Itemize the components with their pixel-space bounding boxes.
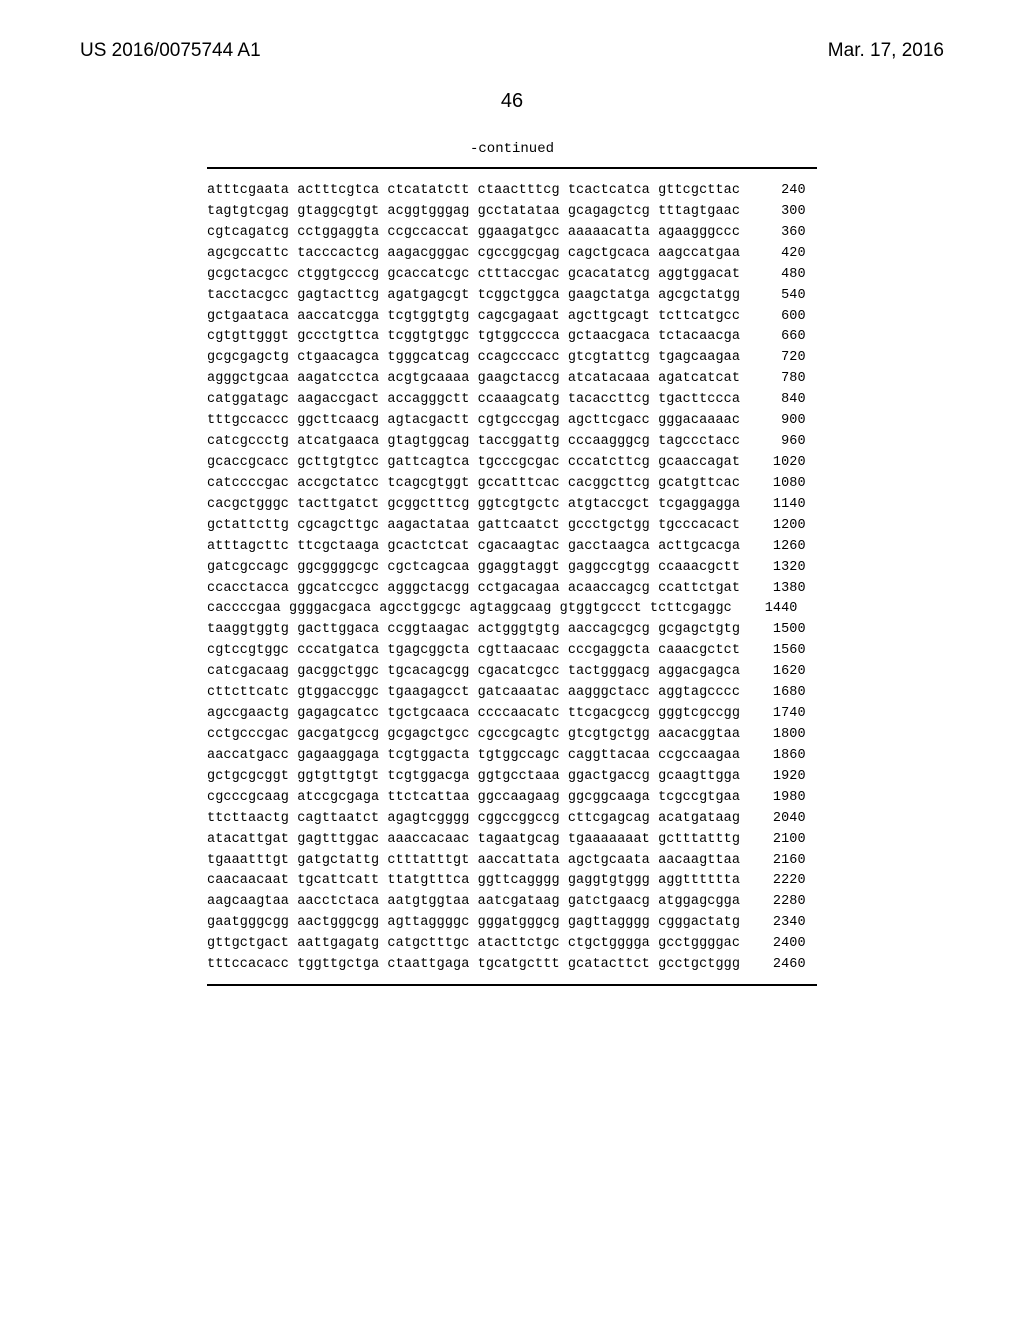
page-number: 46 xyxy=(80,90,944,113)
sequence-line: ttcttaactg cagttaatct agagtcgggg cggccgg… xyxy=(207,809,817,830)
page-container: US 2016/0075744 A1 Mar. 17, 2016 46 -con… xyxy=(0,0,1024,1320)
publication-date: Mar. 17, 2016 xyxy=(828,40,944,62)
sequence-line: tagtgtcgag gtaggcgtgt acggtgggag gcctata… xyxy=(207,202,817,223)
sequence-line: tttgccaccc ggcttcaacg agtacgactt cgtgccc… xyxy=(207,411,817,432)
sequence-line: agcgccattc tacccactcg aagacgggac cgccggc… xyxy=(207,244,817,265)
sequence-line: agccgaactg gagagcatcc tgctgcaaca ccccaac… xyxy=(207,704,817,725)
sequence-line: aagcaagtaa aacctctaca aatgtggtaa aatcgat… xyxy=(207,892,817,913)
sequence-line: cttcttcatc gtggaccggc tgaagagcct gatcaaa… xyxy=(207,683,817,704)
sequence-block: atttcgaata actttcgtca ctcatatctt ctaactt… xyxy=(207,167,817,986)
sequence-line: cacgctgggc tacttgatct gcggctttcg ggtcgtg… xyxy=(207,495,817,516)
sequence-line: atttagcttc ttcgctaaga gcactctcat cgacaag… xyxy=(207,537,817,558)
sequence-line: caacaacaat tgcattcatt ttatgtttca ggttcag… xyxy=(207,871,817,892)
sequence-line: ccacctacca ggcatccgcc agggctacgg cctgaca… xyxy=(207,579,817,600)
sequence-line: gatcgccagc ggcggggcgc cgctcagcaa ggaggta… xyxy=(207,558,817,579)
sequence-line: catcgacaag gacggctggc tgcacagcgg cgacatc… xyxy=(207,662,817,683)
sequence-line: gctgaataca aaccatcgga tcgtggtgtg cagcgag… xyxy=(207,307,817,328)
sequence-line: atttcgaata actttcgtca ctcatatctt ctaactt… xyxy=(207,181,817,202)
sequence-line: agggctgcaa aagatcctca acgtgcaaaa gaagcta… xyxy=(207,369,817,390)
continued-label: -continued xyxy=(80,141,944,157)
sequence-line: gctattcttg cgcagcttgc aagactataa gattcaa… xyxy=(207,516,817,537)
sequence-line: gaatgggcgg aactgggcgg agttaggggc gggatgg… xyxy=(207,913,817,934)
sequence-line: tttccacacc tggttgctga ctaattgaga tgcatgc… xyxy=(207,955,817,976)
sequence-line: gctgcgcggt ggtgttgtgt tcgtggacga ggtgcct… xyxy=(207,767,817,788)
sequence-line: gcgcgagctg ctgaacagca tgggcatcag ccagccc… xyxy=(207,348,817,369)
sequence-line: caccccgaa ggggacgaca agcctggcgc agtaggca… xyxy=(207,599,817,620)
sequence-line: catccccgac accgctatcc tcagcgtggt gccattt… xyxy=(207,474,817,495)
sequence-line: gcgctacgcc ctggtgcccg gcaccatcgc ctttacc… xyxy=(207,265,817,286)
sequence-line: cgtcagatcg cctggaggta ccgccaccat ggaagat… xyxy=(207,223,817,244)
sequence-line: aaccatgacc gagaaggaga tcgtggacta tgtggcc… xyxy=(207,746,817,767)
sequence-line: catggatagc aagaccgact accagggctt ccaaagc… xyxy=(207,390,817,411)
sequence-line: taaggtggtg gacttggaca ccggtaagac actgggt… xyxy=(207,620,817,641)
sequence-line: cgcccgcaag atccgcgaga ttctcattaa ggccaag… xyxy=(207,788,817,809)
sequence-line: gcaccgcacc gcttgtgtcc gattcagtca tgcccgc… xyxy=(207,453,817,474)
sequence-line: cgtccgtggc cccatgatca tgagcggcta cgttaac… xyxy=(207,641,817,662)
publication-number: US 2016/0075744 A1 xyxy=(80,40,261,62)
sequence-line: tgaaatttgt gatgctattg ctttatttgt aaccatt… xyxy=(207,851,817,872)
sequence-line: tacctacgcc gagtacttcg agatgagcgt tcggctg… xyxy=(207,286,817,307)
sequence-line: gttgctgact aattgagatg catgctttgc atacttc… xyxy=(207,934,817,955)
sequence-line: atacattgat gagtttggac aaaccacaac tagaatg… xyxy=(207,830,817,851)
sequence-line: cgtgttgggt gccctgttca tcggtgtggc tgtggcc… xyxy=(207,327,817,348)
sequence-line: cctgcccgac gacgatgccg gcgagctgcc cgccgca… xyxy=(207,725,817,746)
sequence-line: catcgccctg atcatgaaca gtagtggcag taccgga… xyxy=(207,432,817,453)
header-row: US 2016/0075744 A1 Mar. 17, 2016 xyxy=(80,40,944,62)
